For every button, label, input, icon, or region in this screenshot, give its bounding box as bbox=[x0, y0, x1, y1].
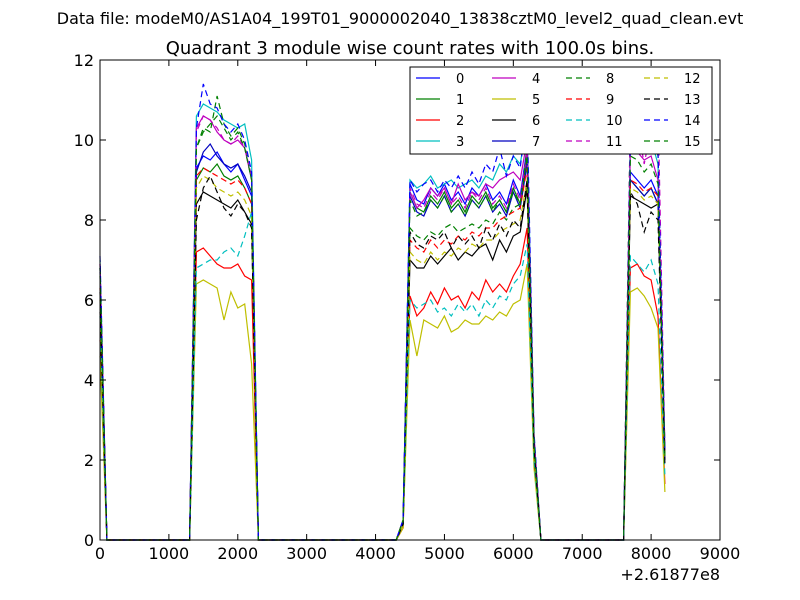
x-tick-label: 3000 bbox=[286, 544, 327, 563]
y-tick-label: 12 bbox=[74, 51, 94, 70]
legend-label-0: 0 bbox=[456, 72, 464, 87]
x-tick-label: 2000 bbox=[217, 544, 258, 563]
x-tick-label: 5000 bbox=[424, 544, 465, 563]
legend-label-8: 8 bbox=[606, 72, 614, 87]
legend-label-1: 1 bbox=[456, 93, 464, 108]
legend-label-6: 6 bbox=[532, 114, 540, 129]
legend-label-7: 7 bbox=[532, 135, 540, 150]
legend-label-10: 10 bbox=[606, 114, 623, 129]
x-tick-label: 1000 bbox=[149, 544, 190, 563]
legend-label-4: 4 bbox=[532, 72, 540, 87]
x-tick-label: 4000 bbox=[355, 544, 396, 563]
legend-label-2: 2 bbox=[456, 114, 464, 129]
x-tick-label: 8000 bbox=[631, 544, 672, 563]
chart-suptitle: Data file: modeM0/AS1A04_199T01_90000020… bbox=[57, 9, 743, 29]
legend-label-15: 15 bbox=[684, 135, 701, 150]
y-tick-label: 6 bbox=[84, 291, 94, 310]
y-tick-label: 4 bbox=[84, 371, 94, 390]
x-tick-label: 6000 bbox=[493, 544, 534, 563]
legend-label-3: 3 bbox=[456, 135, 464, 150]
legend-label-11: 11 bbox=[606, 135, 623, 150]
x-tick-label: 0 bbox=[95, 544, 105, 563]
legend-label-12: 12 bbox=[684, 72, 701, 87]
plot-frame bbox=[99, 59, 721, 541]
y-tick-label: 0 bbox=[84, 531, 94, 550]
chart-title: Quadrant 3 module wise count rates with … bbox=[166, 38, 655, 59]
legend-label-5: 5 bbox=[532, 93, 540, 108]
y-tick-label: 2 bbox=[84, 451, 94, 470]
legend-label-13: 13 bbox=[684, 93, 701, 108]
x-tick-label: 7000 bbox=[562, 544, 603, 563]
x-tick-label: 9000 bbox=[700, 544, 741, 563]
legend-frame bbox=[409, 66, 713, 155]
axis-tick-labels: 0 1000 2000 3000 4000 5000 6000 7000 8000 9000 0 2 4… bbox=[74, 51, 741, 563]
series-line-10 bbox=[99, 211, 666, 541]
x-offset-label: +2.61877e8 bbox=[620, 565, 720, 584]
y-tick-label: 8 bbox=[84, 211, 94, 230]
legend-label-14: 14 bbox=[684, 114, 701, 129]
legend-label-9: 9 bbox=[606, 93, 614, 108]
y-tick-label: 10 bbox=[74, 131, 94, 150]
